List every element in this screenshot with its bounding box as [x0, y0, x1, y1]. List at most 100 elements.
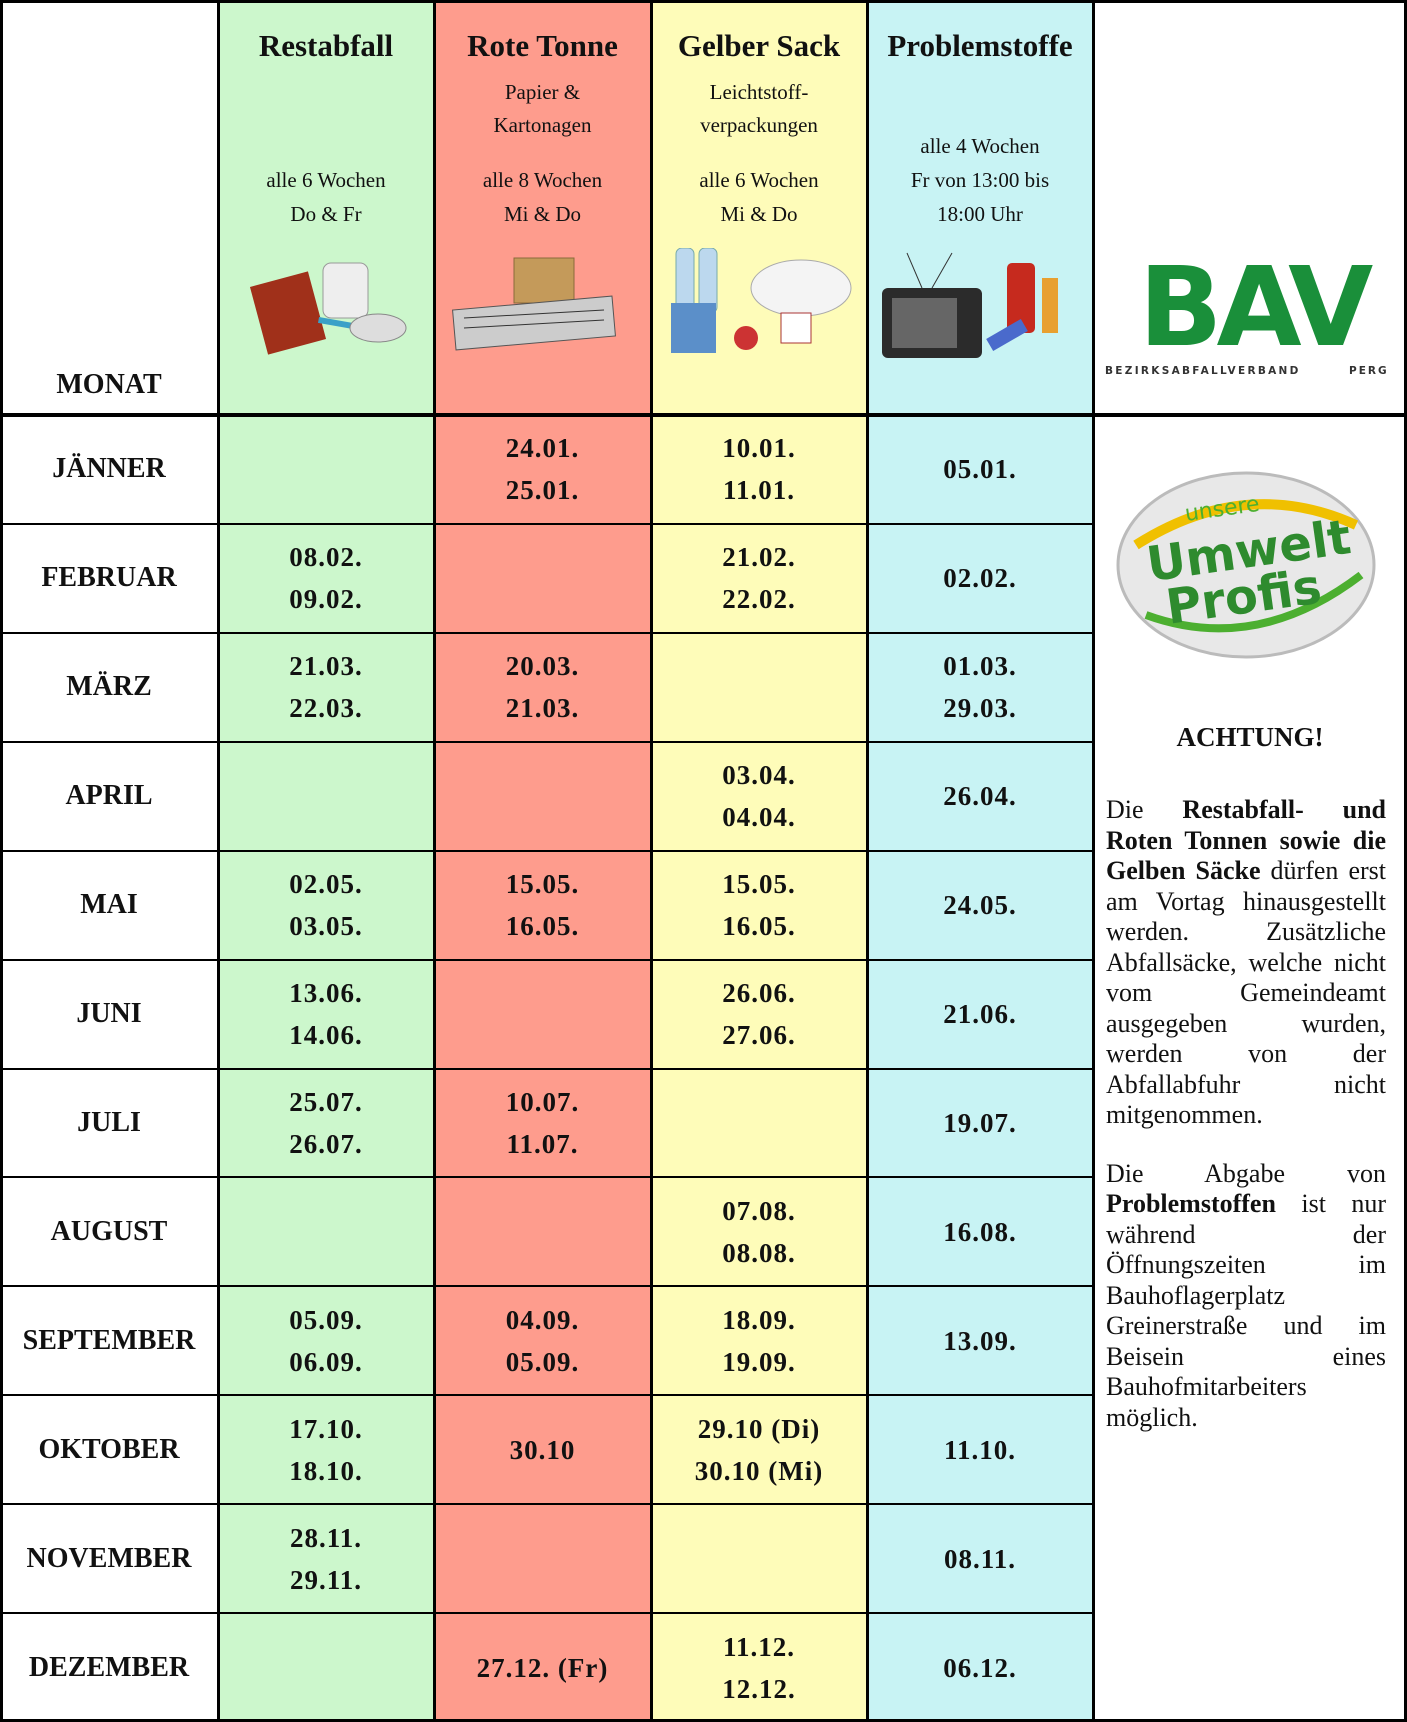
month-header: MONAT: [0, 0, 218, 415]
collection-date: 10.07.: [506, 1081, 580, 1123]
date-cell: [434, 1177, 651, 1286]
collection-date: 10.01.: [722, 427, 796, 469]
date-cell: 21.02.22.02.: [651, 524, 867, 633]
collection-date: 02.05.: [289, 863, 363, 905]
date-cell: 29.10 (Di)30.10 (Mi): [651, 1395, 867, 1504]
column-subtitle: Papier & Kartonagen: [454, 76, 631, 142]
collection-date: 22.03.: [289, 687, 363, 729]
date-cell: [218, 1613, 434, 1722]
month-label: AUGUST: [0, 1177, 218, 1286]
notice-segment: Problemstoffen: [1106, 1189, 1276, 1218]
date-cell: 19.07.: [867, 1069, 1093, 1178]
table-rule: [433, 0, 436, 1722]
collection-date: 03.05.: [289, 905, 363, 947]
notice-title: ACHTUNG!: [1093, 722, 1407, 753]
collection-date: 21.02.: [722, 536, 796, 578]
column-title: Restabfall: [218, 28, 434, 64]
notice-segment: dürfen erst am Vortag hinausgestellt wer…: [1106, 856, 1386, 1129]
date-cell: 17.10.18.10.: [218, 1395, 434, 1504]
logo-cell: BAV BEZIRKSABFALLVERBAND PERG: [1093, 0, 1407, 415]
collection-date: 24.01.: [506, 427, 580, 469]
column-frequency: alle 6 Wochen: [681, 163, 837, 197]
date-cell: 15.05.16.05.: [434, 851, 651, 960]
collection-date: 30.10 (Mi): [695, 1450, 823, 1492]
column-frequency: alle 4 Wochen: [897, 129, 1063, 163]
collection-date: 14.06.: [289, 1014, 363, 1056]
table-rule: [1092, 0, 1095, 1722]
collection-date: 30.10: [510, 1429, 576, 1471]
collection-date: 11.07.: [506, 1123, 578, 1165]
collection-date: 08.11.: [944, 1538, 1016, 1580]
collection-date: 22.02.: [722, 578, 796, 620]
table-rule: [0, 1176, 1093, 1178]
collection-date: 05.01.: [943, 448, 1017, 490]
collection-date: 06.09.: [289, 1341, 363, 1383]
date-cell: 02.02.: [867, 524, 1093, 633]
table-rule: [866, 0, 869, 1722]
column-schedule: alle 6 WochenMi & Do: [681, 163, 837, 231]
date-cell: 24.05.: [867, 851, 1093, 960]
collection-date: 16.08.: [943, 1211, 1017, 1253]
date-cell: 08.11.: [867, 1504, 1093, 1613]
column-days: Do & Fr: [248, 197, 404, 231]
waste-illustration: [434, 248, 650, 383]
date-cell: [651, 1504, 867, 1613]
collection-date: 25.07.: [289, 1081, 363, 1123]
waste-illustration: [867, 248, 1083, 383]
date-cell: 16.08.: [867, 1177, 1093, 1286]
table-rule: [0, 0, 3, 1722]
date-cell: 10.07.11.07.: [434, 1069, 651, 1178]
column-schedule: alle 6 WochenDo & Fr: [248, 163, 404, 231]
column-days: Mi & Do: [464, 197, 621, 231]
date-cell: 30.10: [434, 1395, 651, 1504]
collection-date: 09.02.: [289, 578, 363, 620]
notice-text: Die Restabfall- und Roten Tonnen sowie d…: [1106, 795, 1386, 1461]
table-rule: [0, 632, 1093, 634]
waste-illustration: [218, 248, 434, 383]
date-cell: 06.12.: [867, 1613, 1093, 1722]
date-cell: 11.10.: [867, 1395, 1093, 1504]
table-rule: [0, 741, 1093, 743]
column-icons: [434, 248, 651, 383]
date-cell: 15.05.16.05.: [651, 851, 867, 960]
collection-date: 21.06.: [943, 993, 1017, 1035]
date-cell: [218, 415, 434, 524]
table-rule: [0, 1503, 1093, 1505]
date-cell: [434, 524, 651, 633]
logo-caption: BEZIRKSABFALLVERBAND: [1105, 365, 1301, 377]
month-label: JUNI: [0, 960, 218, 1069]
date-cell: 10.01.11.01.: [651, 415, 867, 524]
collection-date: 11.10.: [944, 1429, 1016, 1471]
collection-date: 27.12. (Fr): [477, 1647, 609, 1689]
column-subtitle: Leichtstoff-verpackungen: [671, 76, 847, 142]
collection-date: 18.10.: [289, 1450, 363, 1492]
date-cell: 25.07.26.07.: [218, 1069, 434, 1178]
collection-date: 18.09.: [722, 1299, 796, 1341]
table-rule: [0, 1394, 1093, 1396]
collection-date: 26.04.: [943, 775, 1017, 817]
table-rule: [0, 413, 1407, 417]
date-cell: 21.06.: [867, 960, 1093, 1069]
month-label: DEZEMBER: [0, 1613, 218, 1722]
collection-date: 04.04.: [722, 796, 796, 838]
logo-letters: BAV: [1139, 243, 1374, 371]
month-label: OKTOBER: [0, 1395, 218, 1504]
column-frequency: alle 6 Wochen: [248, 163, 404, 197]
date-cell: 21.03.22.03.: [218, 633, 434, 742]
collection-date: 25.01.: [506, 469, 580, 511]
collection-date: 19.09.: [722, 1341, 796, 1383]
table-rule: [0, 850, 1093, 852]
column-days: Mi & Do: [681, 197, 837, 231]
collection-date: 11.12.: [723, 1626, 795, 1668]
column-title: Rote Tonne: [434, 28, 651, 64]
collection-date: 26.06.: [722, 972, 796, 1014]
month-label: JÄNNER: [0, 415, 218, 524]
notice-paragraph: Die Abgabe von Problemstoffen ist nur wä…: [1106, 1159, 1386, 1434]
collection-date: 07.08.: [722, 1190, 796, 1232]
table-rule: [0, 0, 1407, 3]
date-cell: 28.11.29.11.: [218, 1504, 434, 1613]
collection-date: 12.12.: [722, 1668, 796, 1710]
